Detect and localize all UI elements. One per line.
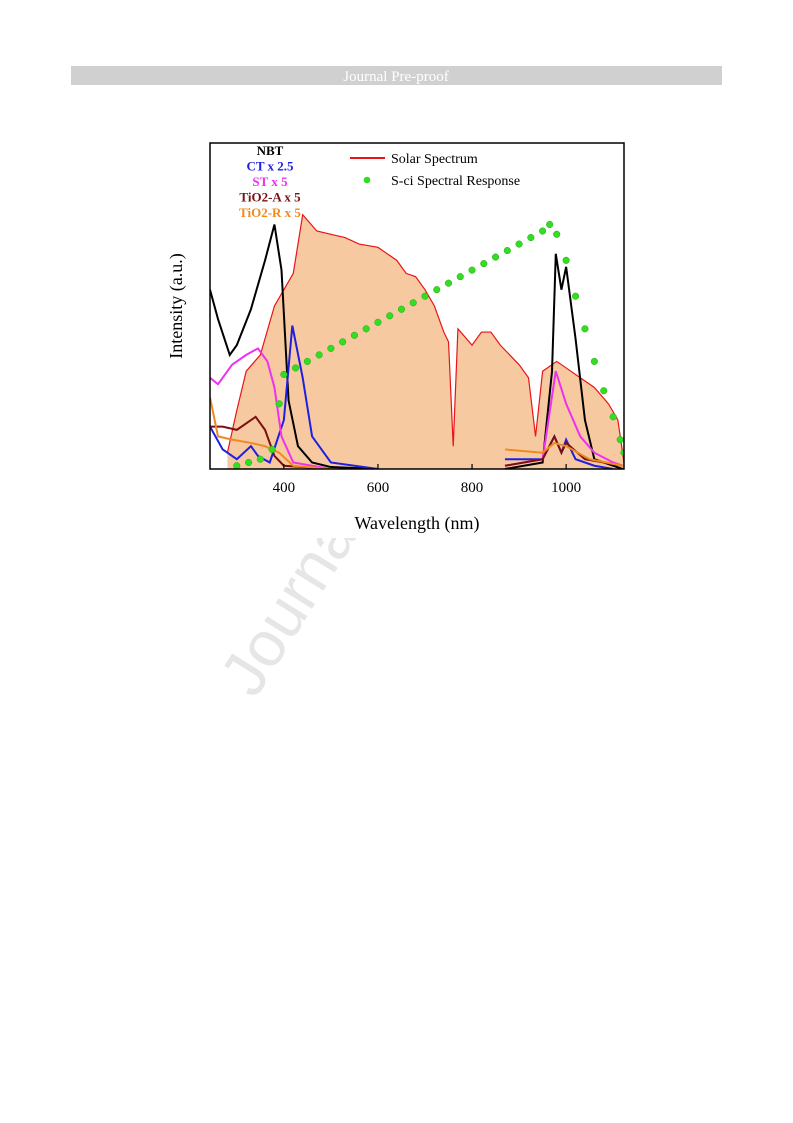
data-point xyxy=(616,436,624,444)
data-point xyxy=(539,227,547,235)
data-point xyxy=(433,286,441,294)
plot-area xyxy=(210,213,624,469)
data-point xyxy=(456,273,464,281)
data-point xyxy=(350,331,358,339)
data-point xyxy=(620,449,624,457)
data-point xyxy=(362,325,370,333)
data-point xyxy=(280,370,288,379)
data-point xyxy=(256,455,264,463)
data-point xyxy=(327,344,335,352)
y-axis-label: Intensity (a.u.) xyxy=(166,253,187,358)
x-tick-label: 1000 xyxy=(551,480,581,496)
data-point xyxy=(515,240,523,248)
data-point xyxy=(268,445,276,453)
data-point xyxy=(581,325,589,333)
data-point xyxy=(546,220,554,229)
data-point xyxy=(553,230,561,238)
chart: 400 600 800 1000 Wavelength (nm) Intensity (a… xyxy=(166,142,625,534)
legend-label: S-ci Spectral Response xyxy=(391,174,520,189)
data-point xyxy=(444,279,453,287)
plot-frame xyxy=(209,142,625,470)
data-point xyxy=(409,299,417,307)
data-point xyxy=(609,413,617,421)
data-point xyxy=(600,387,608,395)
series-line xyxy=(226,213,624,463)
data-point xyxy=(386,312,394,320)
x-tick-label: 800 xyxy=(461,480,484,496)
data-point xyxy=(468,266,476,274)
x-tick-label: 600 xyxy=(367,480,390,496)
data-point xyxy=(571,292,580,300)
legend-marker xyxy=(363,176,371,184)
data-point xyxy=(233,462,241,469)
x-tick-label: 400 xyxy=(273,480,296,496)
x-axis-label: Wavelength (nm) xyxy=(354,513,479,534)
header-bar xyxy=(71,66,722,85)
data-point xyxy=(315,351,323,359)
legend-label: CT x 2.5 xyxy=(246,159,294,174)
legend-label: TiO2-R x 5 xyxy=(239,205,301,220)
data-point xyxy=(562,256,570,264)
data-point xyxy=(245,458,253,467)
data-point xyxy=(275,400,283,408)
series-line xyxy=(210,397,623,469)
data-point xyxy=(503,247,511,255)
data-point xyxy=(527,233,535,242)
data-point xyxy=(492,253,500,261)
series-line xyxy=(210,415,623,469)
data-point xyxy=(339,338,347,346)
legend-label: ST x 5 xyxy=(252,174,288,189)
data-point xyxy=(397,305,406,313)
legend-label: NBT xyxy=(257,143,284,158)
legend-label: TiO2-A x 5 xyxy=(239,190,301,205)
data-point xyxy=(590,357,598,365)
area xyxy=(227,214,624,469)
data-point xyxy=(292,364,300,372)
data-point xyxy=(303,357,311,365)
header-title: Journal Pre-proof xyxy=(343,69,448,85)
series-line xyxy=(210,224,623,469)
legend-label: Solar Spectrum xyxy=(391,152,478,167)
series-line xyxy=(210,347,623,469)
data-point xyxy=(374,318,382,326)
data-point xyxy=(480,260,488,268)
data-point xyxy=(421,292,429,300)
